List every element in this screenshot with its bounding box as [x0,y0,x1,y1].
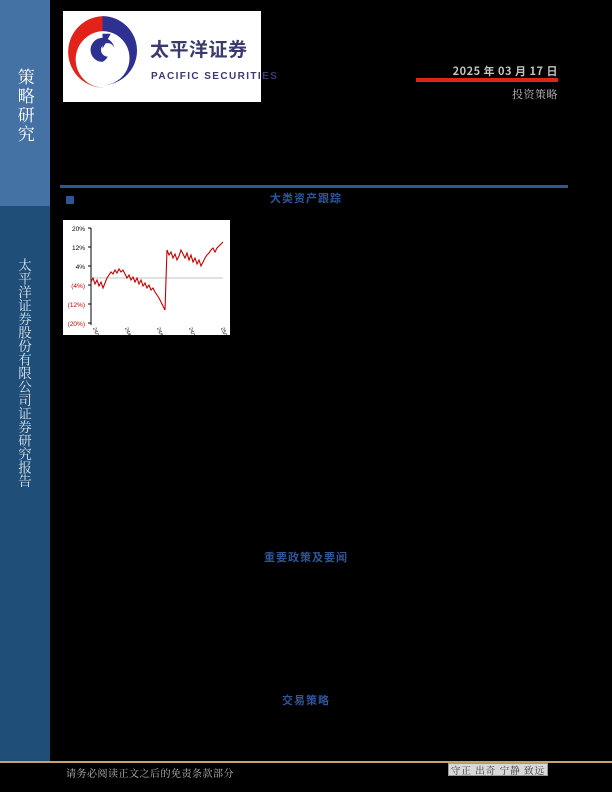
svg-text:24/9/9: 24/9/9 [155,327,165,337]
svg-text:24/11/20: 24/11/20 [187,327,199,337]
svg-text:20%: 20% [72,226,85,233]
svg-text:(20%): (20%) [68,321,85,328]
svg-text:25/3/17: 25/3/17 [219,327,230,337]
svg-text:24/3/18: 24/3/18 [91,327,102,337]
svg-text:4%: 4% [76,264,86,271]
svg-text:12%: 12% [72,245,85,252]
svg-text:(12%): (12%) [68,302,85,309]
svg-text:24/6/29: 24/6/29 [123,327,134,337]
svg-text:(4%): (4%) [71,283,85,290]
